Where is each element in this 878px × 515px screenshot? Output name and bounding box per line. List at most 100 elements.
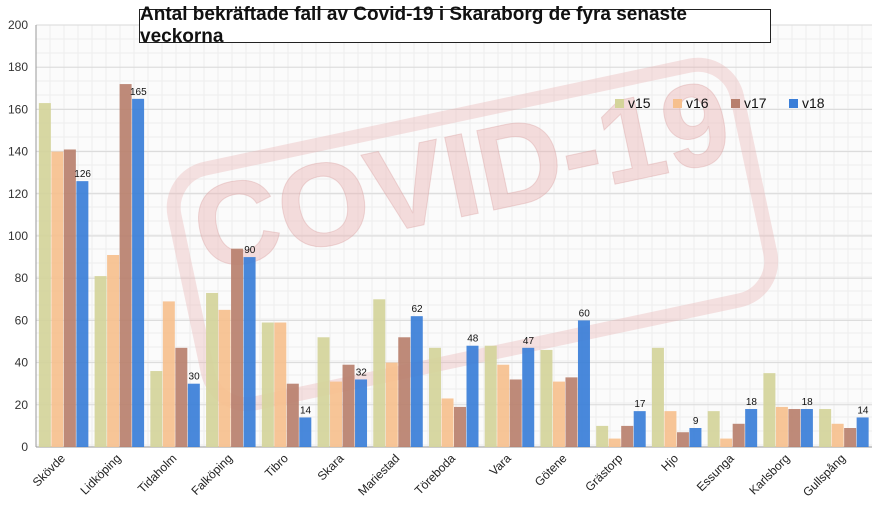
legend-label-v17: v17 [744,95,767,111]
data-label: 126 [74,169,91,180]
bar-v17 [565,377,578,447]
data-label: 60 [579,308,591,319]
bar-v18 [577,320,590,447]
y-tick-label: 80 [15,271,29,285]
y-tick-label: 120 [8,187,28,201]
bar-v16 [51,151,64,447]
x-tick-label: Götene [532,451,570,489]
bar-v18 [355,379,368,447]
bar-v18 [689,428,702,447]
bar-v15 [596,425,609,447]
bar-v18 [522,347,535,447]
data-label: 48 [467,334,479,345]
bar-v18 [800,409,813,447]
x-tick-label: Skara [315,451,347,483]
bar-v18 [410,316,423,447]
data-labels: 126 165 30 90 14 32 62 48 47 60 17 9 18 18 14 [74,87,869,427]
x-tick-label: Grästorp [582,451,625,494]
x-tick-label: Tidaholm [135,451,179,495]
data-label: 30 [189,372,201,383]
bar-v16 [330,381,343,447]
x-tick-label: Falköping [188,451,235,498]
bar-v16 [497,364,510,447]
bar-v17 [119,84,132,447]
bars [38,84,869,448]
x-tick-label: Skövde [30,451,68,489]
bar-v18 [745,409,758,447]
bar-v15 [373,299,386,447]
x-tick-label: Vara [487,451,514,478]
bar-v15 [540,349,553,447]
bar-v15 [261,322,274,447]
data-label: 17 [634,399,646,410]
bar-v16 [552,381,565,447]
x-tick-label: Mariestad [355,451,402,498]
bar-v15 [429,347,441,447]
bar-v15 [38,103,51,447]
y-tick-label: 140 [8,145,28,159]
bar-v17 [621,425,634,447]
bar-v17 [231,248,244,447]
y-tick-label: 200 [8,18,28,32]
bar-v18 [633,411,646,447]
bar-v16 [720,438,733,447]
x-tick-label: Gullspång [800,451,848,499]
x-tick-label: Töreboda [412,451,458,497]
legend: v15 v16 v17 v18 [615,95,825,111]
bar-v17 [676,432,689,447]
data-label: 18 [746,397,758,408]
data-label: 90 [244,245,256,256]
bar-v17 [63,149,76,448]
data-label: 32 [356,367,368,378]
y-tick-label: 180 [8,60,28,74]
bar-v15 [763,373,776,447]
legend-label-v15: v15 [628,95,651,111]
bar-v15 [317,337,330,447]
y-tick-label: 160 [8,102,28,116]
legend-label-v18: v18 [802,95,825,111]
legend-swatch-v15 [615,99,624,108]
bar-v18 [243,257,256,447]
bar-v18 [132,98,145,447]
x-tick-labels: Skövde Lidköping Tidaholm Falköping Tibro Ska… [30,451,848,499]
legend-swatch-v18 [789,99,798,108]
y-tick-labels: 0 20 40 60 80 100 120 140 160 180 200 [8,18,28,454]
bar-v15 [707,411,720,447]
bar-v16 [274,322,287,447]
bar-v16 [441,398,454,447]
y-tick-label: 40 [15,356,29,370]
chart-title: Antal bekräftade fall av Covid-19 i Skar… [139,4,771,47]
bar-v17 [286,383,299,447]
bar-v16 [162,301,175,447]
bar-v15 [150,371,163,447]
bar-v17 [454,406,466,447]
y-tick-label: 100 [8,229,28,243]
bar-v15 [819,409,832,447]
data-label: 14 [300,405,312,416]
bar-v18 [187,383,200,447]
y-tick-label: 60 [15,313,29,327]
data-label: 47 [523,336,535,347]
bar-v17 [844,428,857,447]
x-tick-label: Hjo [658,451,681,474]
data-label: 14 [857,405,869,416]
y-tick-label: 20 [15,398,29,412]
watermark-stamp-border [166,57,779,412]
bar-v18 [299,417,312,447]
bar-v16 [775,406,788,447]
x-tick-label: Lidköping [77,451,123,497]
data-label: 62 [411,304,423,315]
x-tick-label: Tibro [262,451,291,480]
bar-v16 [664,411,677,447]
bar-v17 [342,364,355,447]
legend-swatch-v17 [731,99,740,108]
bar-v17 [788,409,801,447]
bar-v16 [385,362,398,447]
bar-v17 [732,423,745,447]
bar-v16 [218,309,231,447]
bar-v18 [856,417,869,447]
bar-v17 [398,337,411,447]
data-label: 165 [130,87,147,98]
